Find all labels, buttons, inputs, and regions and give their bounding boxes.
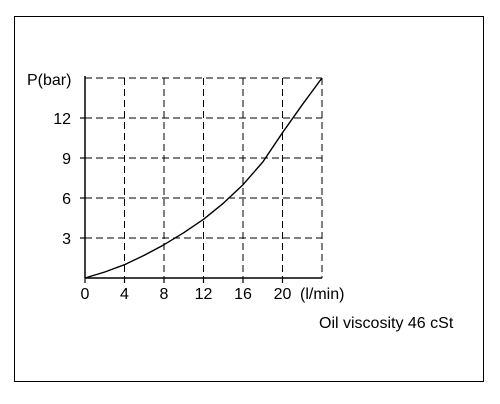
figure-frame [14,16,484,382]
x-tick-label: 20 [274,286,292,303]
x-tick-label: 4 [120,286,129,303]
x-tick-label: 0 [81,286,90,303]
x-tick-label: 12 [195,286,213,303]
y-tick-label: 3 [62,231,71,248]
x-tick-label: 16 [234,286,252,303]
y-axis-label: P(bar) [27,72,71,89]
x-tick-label: 8 [160,286,169,303]
y-tick-label: 6 [62,191,71,208]
x-axis-label: (l/min) [300,286,344,303]
labels: P(bar) (l/min) Oil viscosity 46 cSt 0 4 8 1… [27,72,454,332]
axes [80,76,322,283]
grid [85,77,323,278]
y-tick-label: 9 [62,151,71,168]
pressure-curve [84,77,323,279]
y-tick-label: 12 [53,111,71,128]
series [84,77,323,279]
viscosity-note: Oil viscosity 46 cSt [319,315,454,332]
